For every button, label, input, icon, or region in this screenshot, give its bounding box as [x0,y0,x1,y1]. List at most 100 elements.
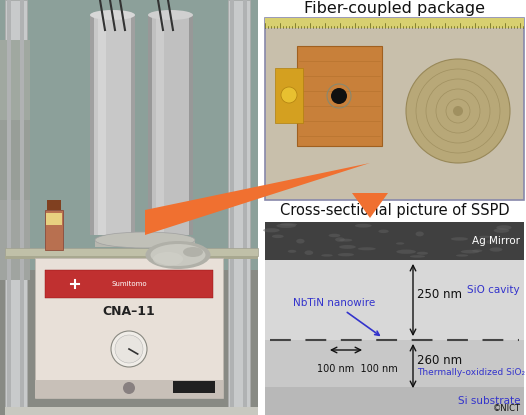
Ellipse shape [451,237,468,241]
Bar [265,340,524,392]
Ellipse shape [396,249,416,254]
Ellipse shape [305,250,313,255]
Bar [5,407,258,415]
Bar [45,270,213,298]
Bar [0,0,258,415]
Circle shape [331,88,347,104]
Ellipse shape [148,10,193,20]
Ellipse shape [276,224,296,228]
Bar [173,381,215,393]
Bar [98,15,106,235]
Circle shape [115,335,143,363]
Bar [0,270,258,415]
Ellipse shape [146,241,210,269]
Ellipse shape [378,229,389,233]
Ellipse shape [150,244,206,266]
Bar [90,15,135,235]
Circle shape [111,331,147,367]
Circle shape [281,87,297,103]
Ellipse shape [288,250,296,253]
Ellipse shape [358,247,376,250]
Bar [45,210,63,250]
Text: Fiber-coupled package: Fiber-coupled package [304,1,485,16]
Ellipse shape [329,234,340,237]
Circle shape [453,106,463,116]
Text: 100 nm  100 nm: 100 nm 100 nm [317,364,398,374]
Bar [156,15,164,235]
Bar [243,0,247,415]
Bar [297,46,382,146]
Bar [5,248,258,256]
Bar [265,18,524,28]
Bar [35,258,223,398]
Bar [35,380,223,398]
Bar [0,200,30,280]
Ellipse shape [338,253,354,256]
Ellipse shape [272,234,284,238]
Text: Si substrate: Si substrate [458,396,520,406]
Ellipse shape [339,239,352,242]
Ellipse shape [456,254,468,256]
Circle shape [406,59,510,163]
Text: ©NICT: ©NICT [493,404,521,413]
Ellipse shape [296,239,305,244]
Bar [148,15,152,235]
Ellipse shape [90,10,135,20]
Ellipse shape [355,224,372,227]
Bar [148,15,193,235]
Bar [189,15,193,235]
Ellipse shape [416,232,424,237]
Text: Thermally-oxidized SiO₂: Thermally-oxidized SiO₂ [417,368,525,376]
Text: CNA–11: CNA–11 [103,305,155,318]
Bar [0,40,30,120]
Bar [46,213,62,225]
Text: Sumitomo: Sumitomo [111,281,147,287]
Ellipse shape [280,223,297,226]
Ellipse shape [410,255,425,258]
Bar [265,222,524,260]
Ellipse shape [95,232,195,248]
Bar [0,0,258,270]
Ellipse shape [396,242,404,244]
Bar [265,260,524,340]
Bar [20,0,24,415]
Ellipse shape [479,236,491,238]
Ellipse shape [497,225,511,230]
Bar [5,407,258,415]
Text: NbTiN nanowire: NbTiN nanowire [293,298,379,335]
Ellipse shape [417,252,428,255]
Ellipse shape [263,228,280,232]
Text: 260 nm: 260 nm [417,354,462,366]
Bar [5,0,27,415]
Text: Cross-sectional picture of SSPD: Cross-sectional picture of SSPD [280,203,509,218]
Ellipse shape [183,247,203,257]
Bar [95,240,195,247]
Ellipse shape [490,247,502,251]
Bar [265,387,524,415]
Ellipse shape [339,245,356,249]
Ellipse shape [153,252,183,266]
Text: Ag Mirror: Ag Mirror [472,236,520,246]
Bar [5,256,258,259]
Bar [265,222,524,415]
Text: 250 nm: 250 nm [417,288,462,302]
Ellipse shape [494,228,509,233]
Text: SiO cavity: SiO cavity [468,285,520,295]
Circle shape [123,382,135,394]
Ellipse shape [461,250,480,254]
Ellipse shape [335,237,345,242]
Bar [265,18,524,200]
Ellipse shape [472,249,482,252]
Bar [90,15,94,235]
Bar [275,68,303,123]
Bar [228,0,250,415]
Polygon shape [352,193,388,218]
Bar [0,120,30,200]
Bar [7,0,11,415]
Bar [131,15,135,235]
Bar [230,0,234,415]
Ellipse shape [486,240,495,244]
Polygon shape [145,163,370,235]
Ellipse shape [321,254,333,256]
Bar [47,200,61,210]
